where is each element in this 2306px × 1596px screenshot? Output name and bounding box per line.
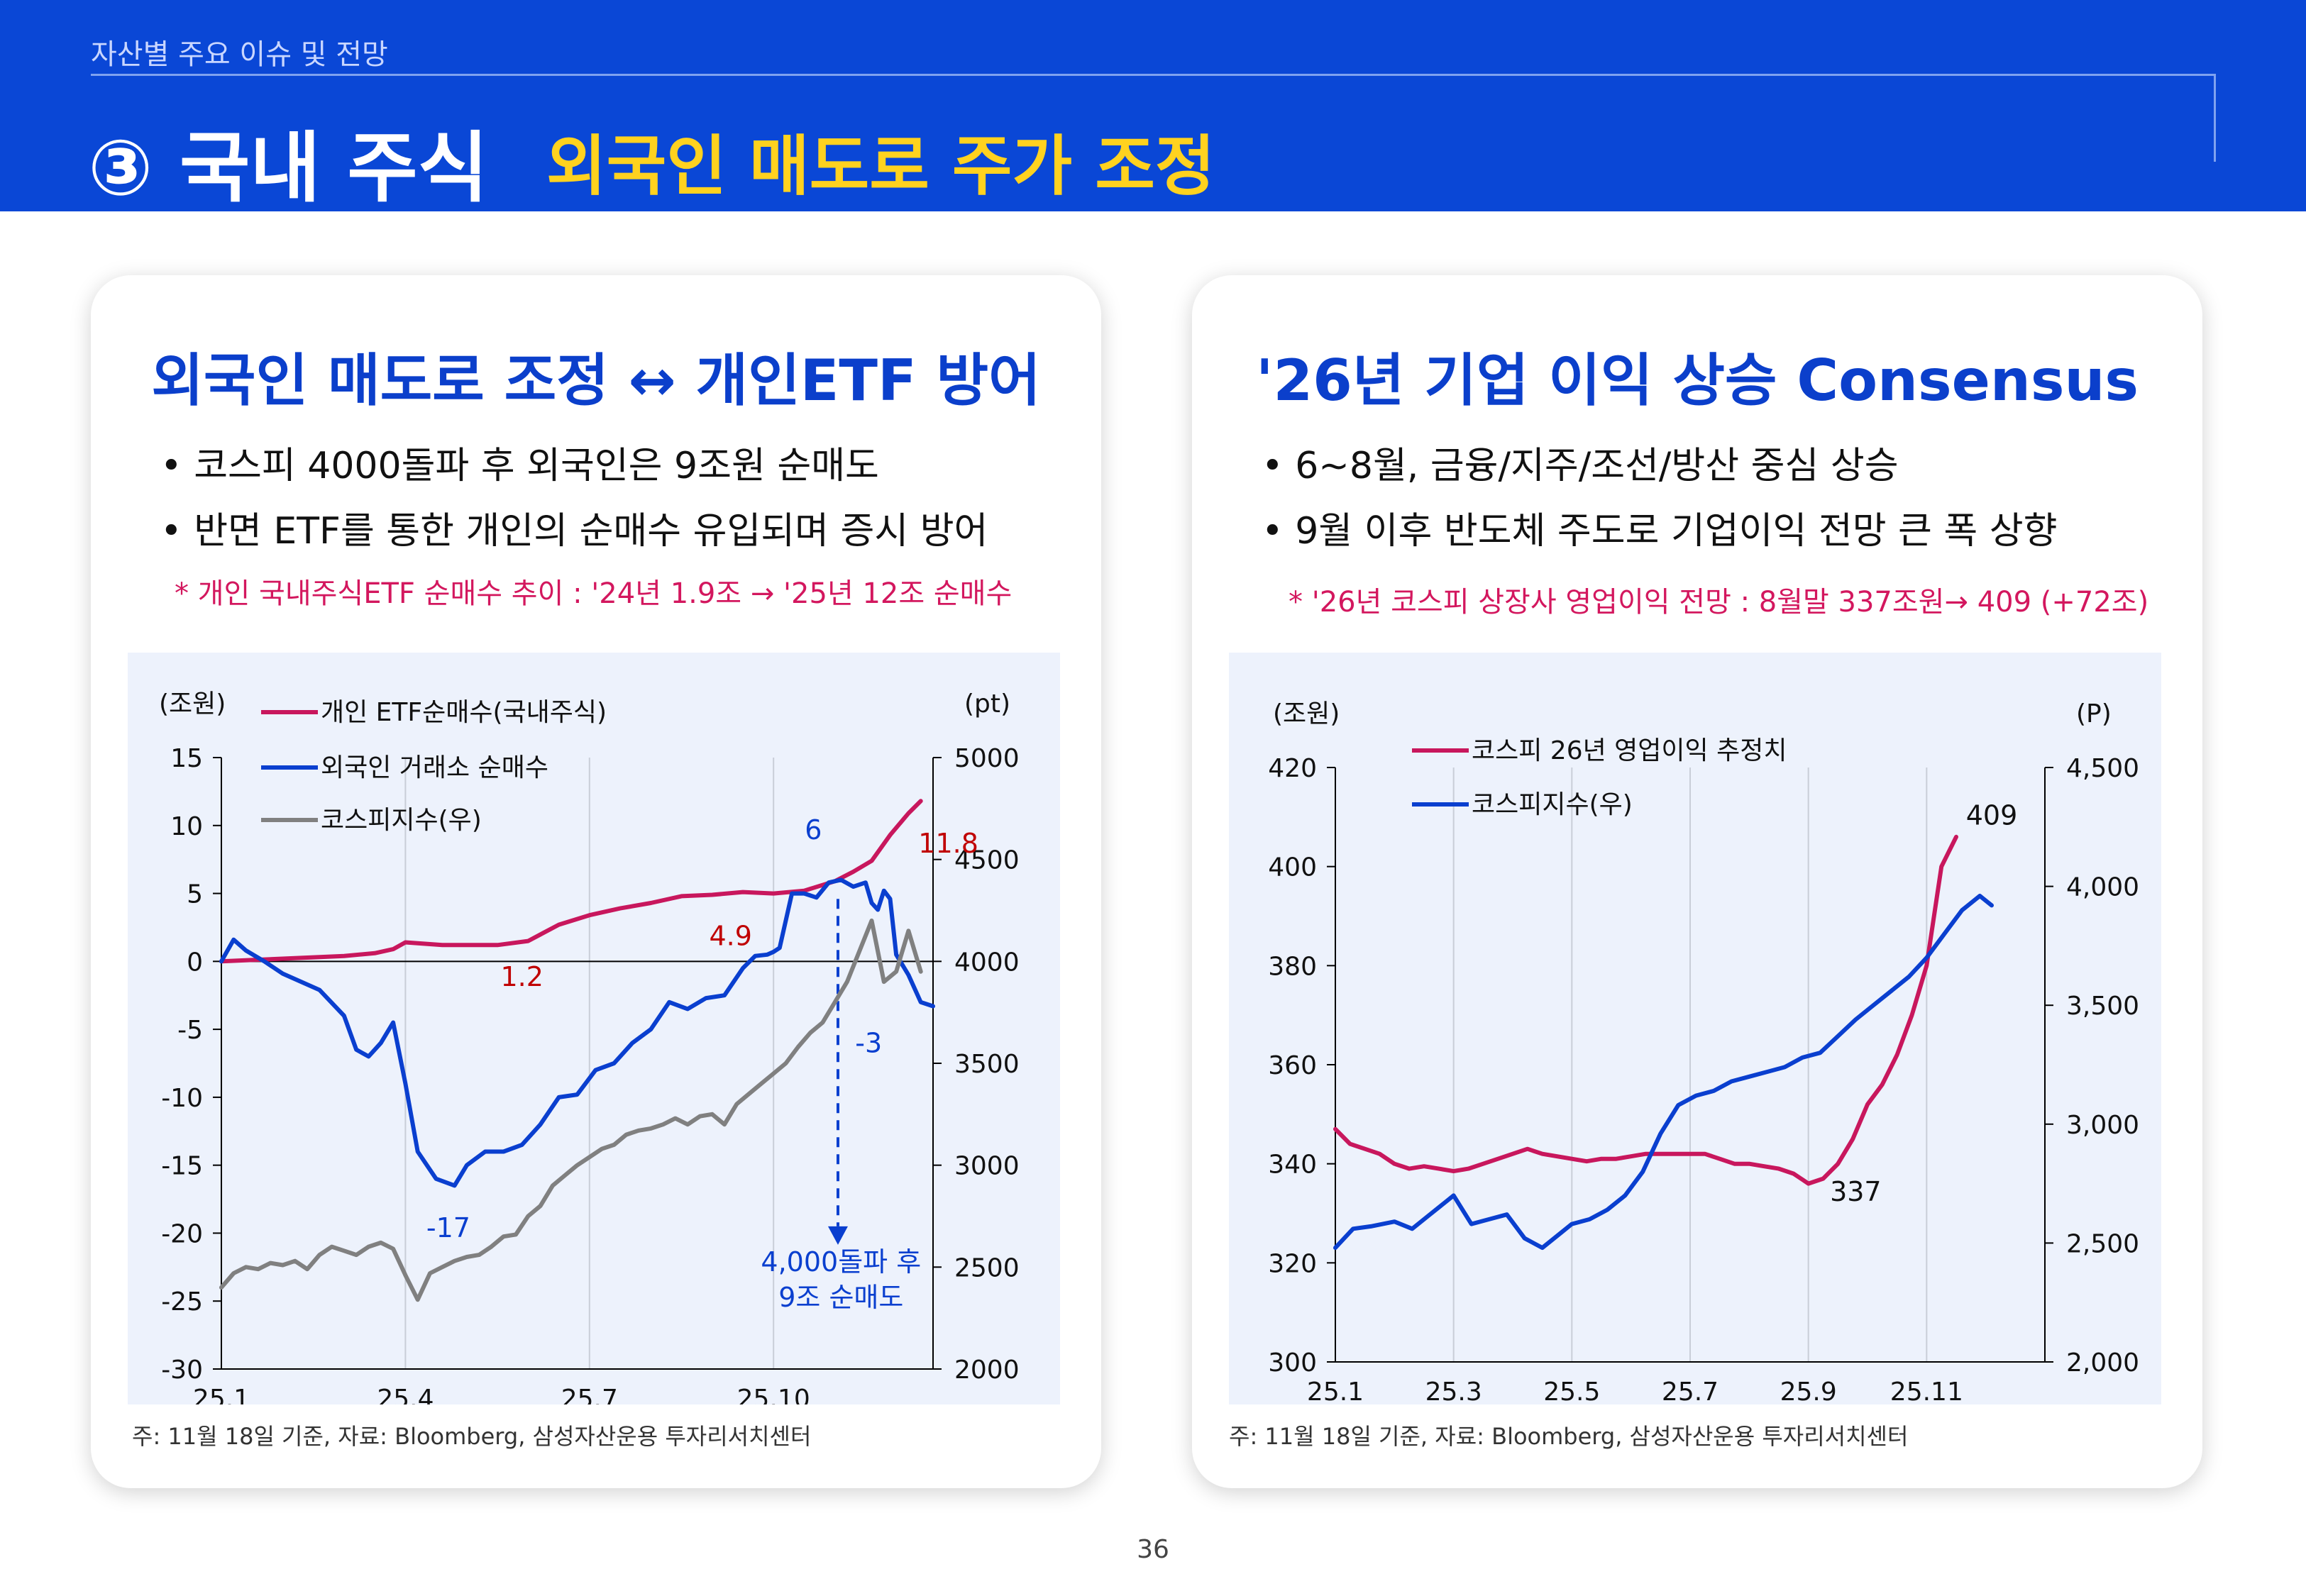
data-label: 409	[1966, 799, 2018, 831]
left-bullet-2: • 반면 ETF를 통한 개인의 순매수 유입되며 증시 방어	[160, 510, 988, 553]
left-unit-label: (조원)	[1273, 699, 1340, 728]
x-tick-label: 25.7	[1662, 1378, 1719, 1404]
x-tick-label: 25.9	[1780, 1378, 1837, 1404]
legend-label-1: 개인 ETF순매수(국내주식)	[321, 698, 607, 727]
data-label: 11.8	[918, 828, 978, 859]
sell-arrow-head	[827, 1226, 848, 1245]
right-unit-label: (P)	[2076, 699, 2112, 728]
x-tick-label: 25.3	[1425, 1378, 1482, 1404]
series-line-3	[219, 918, 923, 1302]
left-tick-label: 5	[187, 880, 203, 909]
x-tick-label: 25.4	[377, 1385, 434, 1404]
left-tick-label: 400	[1268, 853, 1317, 882]
right-tick-label: 4,500	[2066, 754, 2139, 783]
chart-background	[1229, 653, 2161, 1404]
earnings-consensus-chart: 420 400 380 360 340 320 300 4,500 4,000 3,500 3,00…	[1229, 653, 2161, 1404]
right-bullet-1: • 6~8월, 금융/지주/조선/방산 중심 상승	[1262, 445, 1899, 487]
data-label: 6	[805, 814, 822, 846]
left-card: 외국인 매도로 조정 ↔ 개인ETF 방어 • 코스피 4000돌파 후 외국인…	[91, 275, 1101, 1488]
series-line-1	[219, 799, 923, 964]
x-tick-label: 25.11	[1890, 1378, 1963, 1404]
right-tick-label: 3,500	[2066, 992, 2139, 1021]
x-tick-label: 25.1	[1307, 1378, 1364, 1404]
left-unit-label: (조원)	[159, 689, 226, 719]
left-bullet-1: • 코스피 4000돌파 후 외국인은 9조원 순매도	[160, 445, 879, 487]
legend-label-1: 코스피 26년 영업이익 추정치	[1472, 736, 1787, 765]
right-tick-label: 5000	[954, 744, 1020, 773]
header-divider-end	[2214, 74, 2216, 162]
right-bullet-2: • 9월 이후 반도체 주도로 기업이익 전망 큰 폭 상향	[1262, 510, 2058, 553]
legend-label-3: 코스피지수(우)	[321, 806, 482, 835]
left-tick-label: 320	[1268, 1249, 1317, 1278]
page-subtitle: 외국인 매도로 주가 조정	[546, 128, 1215, 204]
left-source-note: 주: 11월 18일 기준, 자료: Bloomberg, 삼성자산운용 투자리…	[132, 1423, 812, 1450]
right-tick-label: 3000	[954, 1152, 1020, 1181]
left-tick-label: -10	[161, 1084, 203, 1113]
right-unit-label: (pt)	[964, 689, 1010, 719]
right-tick-label: 4000	[954, 948, 1020, 977]
data-label: -17	[426, 1212, 470, 1243]
left-tick-label: 0	[187, 948, 203, 977]
left-tick-label: -20	[161, 1219, 203, 1248]
left-tick-label: 300	[1268, 1348, 1317, 1378]
left-tick-label: 340	[1268, 1151, 1317, 1180]
etf-foreign-flow-chart: 15 10 5 0 -5 -10 -15 -20 -25 -30 5000 4500 4000 3500 3…	[128, 653, 1060, 1404]
right-tick-label: 3,000	[2066, 1111, 2139, 1140]
series-line-2	[1333, 894, 1994, 1251]
left-tick-label: -25	[161, 1287, 203, 1317]
x-tick-label: 25.10	[737, 1385, 810, 1404]
chart-background	[128, 653, 1060, 1404]
left-tick-label: 360	[1268, 1051, 1317, 1080]
x-tick-label: 25.1	[193, 1385, 250, 1404]
left-card-title: 외국인 매도로 조정 ↔ 개인ETF 방어	[151, 348, 1041, 414]
right-source-note: 주: 11월 18일 기준, 자료: Bloomberg, 삼성자산운용 투자리…	[1229, 1423, 1909, 1450]
data-label: 337	[1830, 1176, 1882, 1207]
header-banner: 자산별 주요 이슈 및 전망 ③ 국내 주식 외국인 매도로 주가 조정	[0, 0, 2306, 213]
right-tick-label: 3500	[954, 1050, 1020, 1079]
data-label: -3	[855, 1028, 882, 1059]
right-tick-label: 2,500	[2066, 1229, 2139, 1258]
right-tick-label: 2500	[954, 1253, 1020, 1282]
series-line-1	[1333, 834, 1958, 1186]
right-note: * '26년 코스피 상장사 영업이익 전망 : 8월말 337조원→ 409 …	[1289, 586, 2149, 619]
left-tick-label: 15	[170, 744, 203, 773]
page-title: ③ 국내 주식	[88, 124, 489, 213]
header-divider	[91, 74, 2215, 76]
series-line-2	[219, 877, 935, 1188]
left-note: * 개인 국내주식ETF 순매수 추이 : '24년 1.9조 → '25년 1…	[175, 577, 1013, 610]
legend-label-2: 외국인 거래소 순매수	[321, 753, 548, 782]
section-eyebrow: 자산별 주요 이슈 및 전망	[91, 38, 388, 71]
left-tick-label: 380	[1268, 952, 1317, 981]
right-tick-label: 4500	[954, 846, 1020, 875]
left-tick-label: -30	[161, 1356, 203, 1385]
legend-label-2: 코스피지수(우)	[1472, 790, 1633, 819]
left-tick-label: -15	[161, 1152, 203, 1181]
left-tick-label: 10	[170, 812, 203, 841]
right-card-title: '26년 기업 이익 상승 Consensus	[1255, 348, 2139, 414]
data-label: 4.9	[709, 920, 751, 951]
right-tick-label: 2000	[954, 1356, 1020, 1385]
left-tick-label: 420	[1268, 754, 1317, 783]
data-label: 4,000돌파 후	[761, 1246, 921, 1278]
x-tick-label: 25.7	[561, 1385, 618, 1404]
right-tick-label: 4,000	[2066, 873, 2139, 902]
data-label: 9조 순매도	[778, 1282, 903, 1313]
x-tick-label: 25.5	[1543, 1378, 1600, 1404]
right-card: '26년 기업 이익 상승 Consensus • 6~8월, 금융/지주/조선…	[1192, 275, 2202, 1488]
data-label: 1.2	[500, 961, 543, 992]
page-number: 36	[1137, 1535, 1169, 1564]
left-tick-label: -5	[177, 1016, 203, 1045]
right-tick-label: 2,000	[2066, 1348, 2139, 1378]
